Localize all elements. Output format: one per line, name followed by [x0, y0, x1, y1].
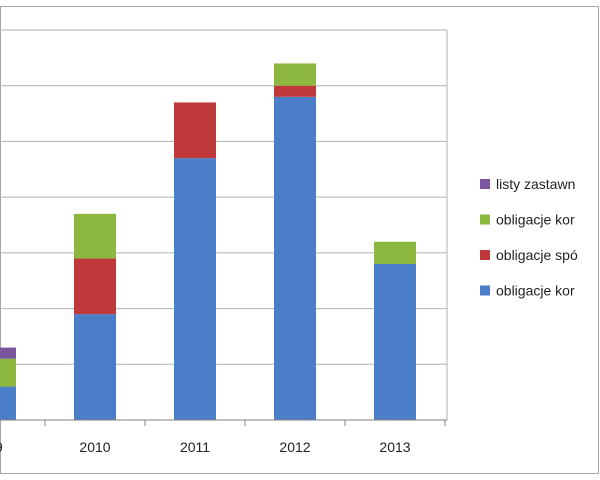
bar-segment: [0, 347, 16, 359]
bar-segment: [74, 213, 116, 259]
x-tick-label: 2013: [379, 439, 410, 455]
x-tick-label: 2011: [180, 439, 210, 455]
legend-swatch: [480, 179, 490, 189]
x-tick-label: 2010: [79, 439, 110, 455]
bar-segment: [274, 96, 316, 420]
legend-label: listy zastawn: [496, 176, 575, 192]
x-tick-label: 09: [0, 439, 3, 455]
bar-segment: [174, 158, 216, 420]
bar-segment: [374, 241, 416, 264]
bar-segment: [74, 258, 116, 315]
legend-swatch: [480, 250, 490, 260]
bar-segment: [274, 85, 316, 97]
bar-segment: [174, 102, 216, 159]
legend-label: obligacje kor: [496, 212, 575, 228]
legend: listy zastawn obligacje kor obligacje spó o…: [480, 176, 578, 299]
legend-swatch: [480, 285, 490, 296]
legend-label: obligacje spó: [496, 247, 578, 263]
bar-segment: [0, 358, 16, 387]
bars: [0, 63, 416, 420]
legend-swatch: [480, 214, 490, 225]
x-axis: 09 2010 2011 2012 2013: [0, 419, 447, 455]
bar-segment: [374, 264, 416, 420]
bar-segment: [74, 314, 116, 420]
x-tick-label: 2012: [279, 439, 310, 455]
bar-segment: [274, 63, 316, 86]
bar-segment: [0, 386, 16, 420]
legend-label: obligacje kor: [496, 283, 575, 299]
